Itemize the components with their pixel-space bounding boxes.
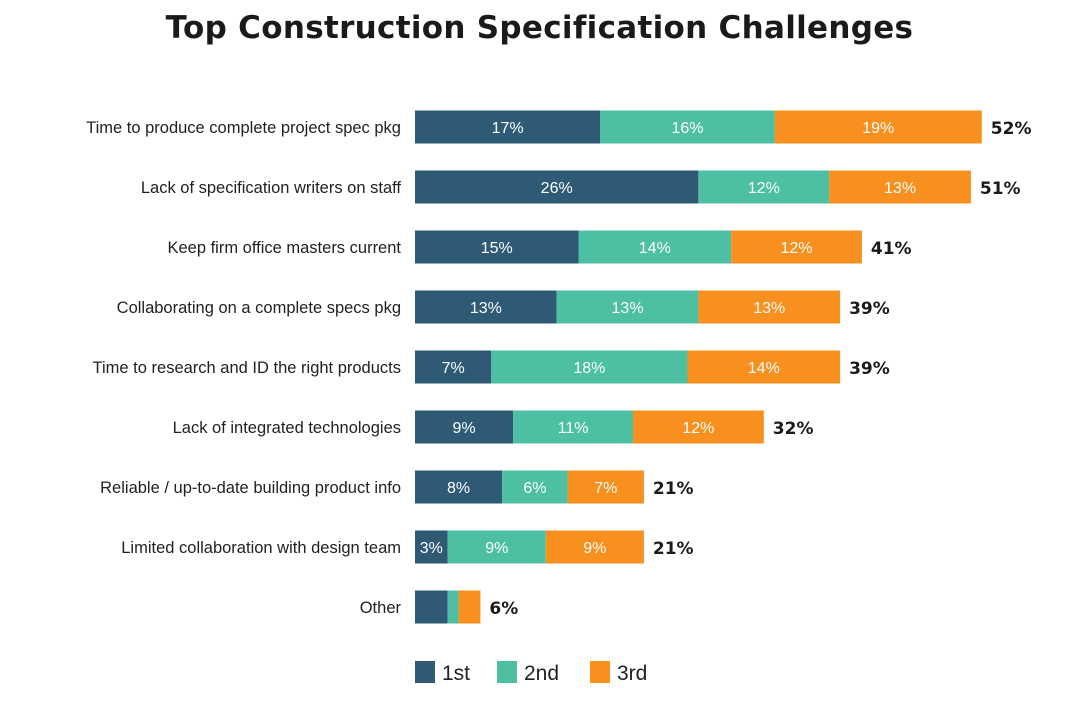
bar-segment-3rd <box>567 470 644 504</box>
segment-value-label: 15% <box>481 240 513 257</box>
bar-segment-3rd <box>687 350 841 384</box>
total-value-label: 21% <box>653 539 694 559</box>
bar-segment-1st <box>415 170 699 204</box>
bar-segment-2nd <box>491 350 688 384</box>
bar-segment-1st <box>415 110 601 144</box>
bar-segment-1st <box>415 410 514 444</box>
segment-value-label: 6% <box>523 480 546 497</box>
category-label: Limited collaboration with design team <box>121 539 401 557</box>
bars-layer: Time to produce complete project spec pk… <box>86 110 1032 624</box>
segment-value-label: 18% <box>573 360 605 377</box>
total-value-label: 41% <box>871 239 912 259</box>
legend: 1st 2nd 3rd <box>415 661 647 685</box>
bar-segment-2nd <box>447 530 546 564</box>
category-label: Lack of specification writers on staff <box>141 179 402 197</box>
total-value-label: 39% <box>849 299 890 319</box>
category-label: Time to produce complete project spec pk… <box>86 119 401 137</box>
segment-value-label: 13% <box>753 300 785 317</box>
category-label: Time to research and ID the right produc… <box>93 359 401 377</box>
segment-value-label: 9% <box>452 420 475 437</box>
legend-item-1st: 1st <box>415 661 470 685</box>
bar-segment-1st <box>415 290 557 324</box>
segment-value-label: 16% <box>671 120 703 137</box>
bar-segment-2nd <box>698 170 830 204</box>
legend-label: 1st <box>442 662 470 685</box>
segment-value-label: 26% <box>541 180 573 197</box>
segment-value-label: 3% <box>420 540 443 557</box>
bar-row: Collaborating on a complete specs pkg 13%… <box>117 290 890 324</box>
segment-value-label: 7% <box>442 360 465 377</box>
bar-row: Reliable / up-to-date building product i… <box>100 470 694 504</box>
bar-segment-1st <box>415 230 579 264</box>
legend-swatch <box>497 661 517 683</box>
bar-segment-3rd <box>698 290 841 324</box>
bar-segment-2nd <box>556 290 699 324</box>
category-label: Reliable / up-to-date building product i… <box>100 479 401 497</box>
legend-item-3rd: 3rd <box>590 661 647 685</box>
total-value-label: 52% <box>991 119 1032 139</box>
segment-value-label: 14% <box>748 360 780 377</box>
segment-value-label: 13% <box>884 180 916 197</box>
bar-segment-1st <box>415 590 448 624</box>
bar-segment-3rd <box>458 590 481 624</box>
segment-value-label: 8% <box>447 480 470 497</box>
bar-segment-3rd <box>774 110 982 144</box>
bar-segment-3rd <box>545 530 644 564</box>
segment-value-label: 12% <box>748 180 780 197</box>
legend-item-2nd: 2nd <box>497 661 559 685</box>
bar-segment-2nd <box>600 110 775 144</box>
total-value-label: 6% <box>489 599 518 619</box>
bar-segment-2nd <box>578 230 732 264</box>
category-label: Collaborating on a complete specs pkg <box>117 299 401 317</box>
chart-title: Top Construction Specification Challenge… <box>165 10 914 46</box>
total-value-label: 32% <box>773 419 814 439</box>
category-label: Lack of integrated technologies <box>173 419 401 437</box>
bar-row: Lack of integrated technologies 9% 11% 12% 3… <box>173 410 814 444</box>
total-value-label: 21% <box>653 479 694 499</box>
segment-value-label: 13% <box>470 300 502 317</box>
segment-value-label: 19% <box>862 120 894 137</box>
category-label: Keep firm office masters current <box>167 239 401 257</box>
bar-segment-1st <box>415 350 492 384</box>
bar-segment-1st <box>415 470 503 504</box>
legend-label: 3rd <box>617 662 647 685</box>
total-value-label: 39% <box>849 359 890 379</box>
bar-row: Other 6% <box>360 590 518 624</box>
segment-value-label: 7% <box>594 480 617 497</box>
segment-value-label: 9% <box>485 540 508 557</box>
bar-segment-2nd <box>447 590 459 624</box>
legend-label: 2nd <box>524 662 559 685</box>
segment-value-label: 12% <box>682 420 714 437</box>
bar-row: Time to produce complete project spec pk… <box>86 110 1032 144</box>
total-value-label: 51% <box>980 179 1021 199</box>
bar-segment-3rd <box>633 410 764 444</box>
bar-row: Limited collaboration with design team 3%… <box>121 530 694 564</box>
bar-row: Lack of specification writers on staff 26… <box>141 170 1021 204</box>
segment-value-label: 12% <box>780 240 812 257</box>
segment-value-label: 13% <box>612 300 644 317</box>
legend-swatch <box>415 661 435 683</box>
segment-value-label: 9% <box>583 540 606 557</box>
segment-value-label: 17% <box>492 120 524 137</box>
bar-row: Keep firm office masters current 15% 14% 12… <box>167 230 912 264</box>
category-label: Other <box>360 599 402 617</box>
segment-value-label: 14% <box>639 240 671 257</box>
bar-row: Time to research and ID the right produc… <box>93 350 890 384</box>
segment-value-label: 11% <box>558 420 589 437</box>
bar-segment-3rd <box>731 230 862 264</box>
bar-segment-2nd <box>502 470 568 504</box>
bar-segment-2nd <box>513 410 633 444</box>
legend-swatch <box>590 661 610 683</box>
bar-segment-1st <box>415 530 448 564</box>
bar-segment-3rd <box>829 170 971 204</box>
